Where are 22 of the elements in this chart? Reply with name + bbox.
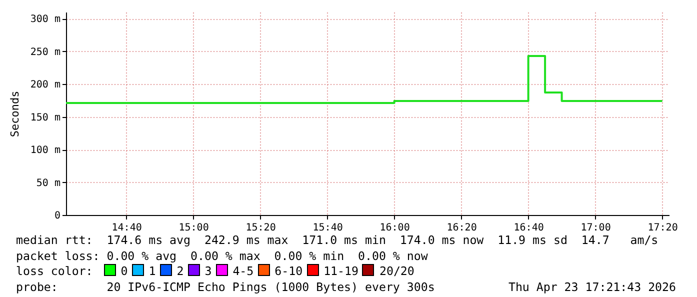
text: median rtt: 174.6 ms avg 242.9 ms max 171.0 ms min 174.0 ms now 11.9 ms sd 14.7 am/s bbox=[16, 233, 660, 249]
x-tick-label: 17:20 bbox=[648, 222, 678, 234]
x-tick-label: 14:40 bbox=[112, 222, 142, 234]
y-tick-label: 250 m bbox=[30, 46, 60, 58]
y-tick-label: 50 m bbox=[36, 178, 60, 189]
y-tick-label: 150 m bbox=[30, 112, 60, 124]
y-tick-label: 100 m bbox=[30, 145, 60, 156]
y-tick-label: 300 m bbox=[30, 14, 60, 26]
x-tick-label: 16:00 bbox=[380, 222, 410, 234]
x-tick-label: 15:00 bbox=[178, 222, 209, 234]
x-tick-label: 17:00 bbox=[580, 222, 611, 234]
x-tick-label: 15:20 bbox=[246, 222, 276, 234]
text: Thu Apr 23 17:21:43 2026 bbox=[508, 280, 676, 296]
x-tick-label: 16:20 bbox=[446, 222, 477, 234]
x-tick-label: 16:40 bbox=[514, 222, 544, 234]
text: loss color: 0 1 2 3 4-5 6-10 11-19 20/20 bbox=[16, 264, 414, 278]
text: probe: 20 IPv6-ICMP Echo Pings (1000 Bytes) every 300s bbox=[16, 280, 435, 294]
y-axis-title: Seconds bbox=[8, 90, 22, 138]
text: packet loss: 0.00 % avg 0.00 % max 0.00 % min 0.00 % now bbox=[16, 248, 429, 264]
y-tick-label: 0 bbox=[54, 210, 60, 222]
x-tick-label: 15:40 bbox=[312, 222, 343, 234]
y-tick-label: 200 m bbox=[30, 80, 60, 91]
